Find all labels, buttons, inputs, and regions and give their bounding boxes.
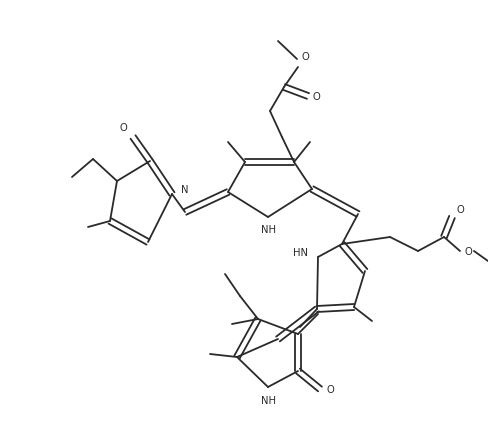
Text: O: O: [325, 384, 333, 394]
Text: N: N: [181, 184, 188, 194]
Text: O: O: [311, 92, 319, 102]
Text: O: O: [119, 123, 126, 133]
Text: NH: NH: [260, 395, 275, 405]
Text: NH: NH: [260, 224, 275, 234]
Text: O: O: [463, 247, 471, 256]
Text: O: O: [301, 52, 308, 62]
Text: O: O: [455, 204, 463, 214]
Text: HN: HN: [292, 247, 307, 257]
